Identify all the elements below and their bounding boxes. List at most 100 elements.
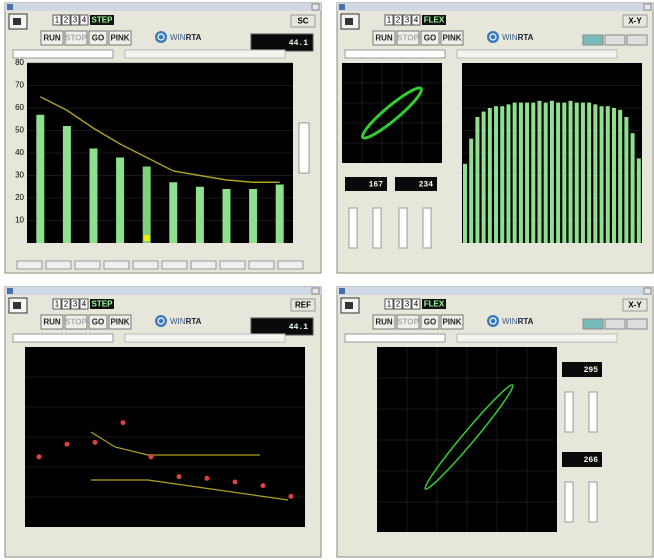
slider[interactable] — [588, 481, 598, 523]
bar — [275, 184, 284, 243]
preset-button[interactable] — [61, 298, 71, 310]
corner-button[interactable] — [622, 298, 648, 312]
point — [260, 483, 266, 489]
control-button[interactable] — [440, 314, 464, 330]
preset-button[interactable] — [393, 14, 403, 26]
bar — [636, 158, 641, 243]
logo-icon — [487, 31, 499, 43]
preset-button[interactable] — [402, 14, 412, 26]
bar — [525, 102, 530, 243]
slider[interactable] — [372, 207, 382, 249]
close-button[interactable] — [311, 287, 320, 295]
view-button[interactable] — [626, 34, 648, 46]
preset-button[interactable] — [384, 298, 394, 310]
title-bar — [337, 3, 653, 11]
point — [176, 474, 182, 480]
dropdown[interactable] — [344, 49, 446, 59]
view-button[interactable] — [626, 318, 648, 330]
control-button[interactable] — [64, 30, 88, 46]
control-button[interactable] — [40, 30, 64, 46]
band-button[interactable] — [103, 260, 130, 270]
view-button[interactable] — [604, 34, 626, 46]
control-button[interactable] — [88, 30, 108, 46]
band-button[interactable] — [190, 260, 217, 270]
control-button[interactable] — [372, 314, 396, 330]
mode-box — [422, 15, 446, 25]
close-button[interactable] — [311, 3, 320, 11]
preset-label: 2 — [64, 300, 69, 309]
dropdown[interactable] — [12, 49, 114, 59]
corner-label: REF — [295, 301, 311, 310]
preset-label: 3 — [405, 300, 410, 309]
bar — [116, 157, 125, 243]
preset-button[interactable] — [70, 14, 80, 26]
band-button[interactable] — [161, 260, 188, 270]
control-button[interactable] — [420, 314, 440, 330]
control-button[interactable] — [372, 30, 396, 46]
preset-button[interactable] — [79, 14, 89, 26]
preset-button[interactable] — [402, 298, 412, 310]
slider[interactable] — [422, 207, 432, 249]
band-button[interactable] — [45, 260, 72, 270]
preset-button[interactable] — [52, 14, 62, 26]
control-button[interactable] — [396, 314, 420, 330]
preset-button[interactable] — [393, 298, 403, 310]
band-button[interactable] — [277, 260, 304, 270]
preset-button[interactable] — [384, 14, 394, 26]
band-button[interactable] — [16, 260, 43, 270]
y-tick-label: 30 — [15, 171, 24, 180]
band-button[interactable] — [248, 260, 275, 270]
bar — [531, 102, 536, 243]
side-slider[interactable] — [298, 122, 310, 174]
control-button[interactable] — [420, 30, 440, 46]
control-button[interactable] — [88, 314, 108, 330]
preset-label: 3 — [405, 16, 410, 25]
y-tick-label: 60 — [15, 103, 24, 112]
y-tick-label: 80 — [15, 58, 24, 67]
band-button[interactable] — [74, 260, 101, 270]
preset-label: 2 — [396, 300, 401, 309]
preset-button[interactable] — [70, 298, 80, 310]
control-button[interactable] — [396, 30, 420, 46]
band-button[interactable] — [132, 260, 159, 270]
control-button[interactable] — [108, 30, 132, 46]
view-button[interactable] — [582, 318, 604, 330]
preset-button[interactable] — [79, 298, 89, 310]
control-button[interactable] — [108, 314, 132, 330]
slider[interactable] — [588, 391, 598, 433]
preset-button[interactable] — [52, 298, 62, 310]
bar — [624, 117, 629, 243]
slider[interactable] — [564, 481, 574, 523]
control-button[interactable] — [440, 30, 464, 46]
close-button[interactable] — [643, 3, 652, 11]
corner-button[interactable] — [622, 14, 648, 28]
control-button[interactable] — [64, 314, 88, 330]
app-icon-inner — [13, 18, 21, 25]
dropdown[interactable] — [344, 333, 446, 343]
preset-button[interactable] — [411, 298, 421, 310]
logo-icon-inner — [157, 317, 165, 325]
close-button[interactable] — [643, 287, 652, 295]
slider[interactable] — [564, 391, 574, 433]
mode-label: STEP — [92, 300, 114, 309]
slider[interactable] — [398, 207, 408, 249]
bar — [463, 163, 468, 243]
dropdown[interactable] — [12, 333, 114, 343]
view-button[interactable] — [604, 318, 626, 330]
view-button[interactable] — [582, 34, 604, 46]
preset-button[interactable] — [61, 14, 71, 26]
preset-label: 4 — [82, 16, 87, 25]
band-button[interactable] — [219, 260, 246, 270]
slider[interactable] — [348, 207, 358, 249]
limit-line — [90, 431, 260, 456]
preset-button[interactable] — [411, 14, 421, 26]
control-button[interactable] — [40, 314, 64, 330]
preset-label: 1 — [55, 16, 60, 25]
y-tick-label: 50 — [15, 126, 24, 135]
logo-icon-inner — [489, 33, 497, 41]
corner-button[interactable] — [290, 14, 316, 28]
corner-button[interactable] — [290, 298, 316, 312]
point — [120, 420, 126, 426]
point — [36, 454, 42, 460]
